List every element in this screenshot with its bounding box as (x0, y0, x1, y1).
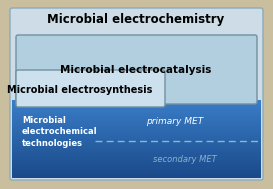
FancyBboxPatch shape (16, 70, 165, 107)
Bar (12, 136, 261, 138)
Bar (12, 161, 261, 162)
Bar (12, 108, 261, 109)
Bar (12, 106, 261, 108)
Bar (12, 147, 261, 148)
Bar (12, 103, 261, 104)
Bar (12, 135, 261, 136)
Bar (12, 168, 261, 169)
Bar (12, 151, 261, 152)
Bar (12, 112, 261, 113)
Bar (12, 116, 261, 117)
Text: primary MET: primary MET (146, 116, 204, 125)
Bar (12, 131, 261, 132)
Bar (12, 127, 261, 129)
Bar (12, 138, 261, 139)
Bar (12, 126, 261, 127)
Text: Microbial electrosynthesis: Microbial electrosynthesis (7, 85, 153, 95)
Bar (12, 148, 261, 149)
Text: Microbial electrocatalysis: Microbial electrocatalysis (60, 65, 212, 75)
Bar (12, 175, 261, 177)
Bar (12, 122, 261, 123)
Bar (12, 140, 261, 142)
Bar (12, 130, 261, 131)
Bar (12, 169, 261, 170)
Bar (12, 113, 261, 114)
Bar (12, 114, 261, 116)
Bar (12, 118, 261, 119)
FancyBboxPatch shape (10, 8, 263, 180)
Text: Microbial electrochemistry: Microbial electrochemistry (48, 13, 225, 26)
Bar (12, 162, 261, 164)
Bar (12, 171, 261, 173)
FancyBboxPatch shape (16, 35, 257, 104)
Bar (12, 152, 261, 153)
Bar (12, 177, 261, 178)
Bar (12, 143, 261, 144)
Bar (12, 166, 261, 168)
Bar (12, 164, 261, 165)
Bar (12, 165, 261, 166)
Bar (12, 155, 261, 156)
Bar (12, 117, 261, 118)
Bar (12, 119, 261, 121)
Bar (12, 104, 261, 105)
Bar (12, 159, 261, 160)
Bar (12, 174, 261, 175)
Bar (12, 101, 261, 103)
Bar (12, 156, 261, 157)
Text: secondary MET: secondary MET (153, 154, 217, 163)
Bar (12, 153, 261, 155)
Bar (12, 149, 261, 151)
Bar (12, 132, 261, 134)
Text: Microbial
electrochemical
technologies: Microbial electrochemical technologies (22, 116, 98, 148)
Bar (12, 157, 261, 159)
Bar (12, 100, 261, 101)
Bar (12, 146, 261, 147)
Bar (12, 170, 261, 171)
Bar (12, 134, 261, 135)
Bar (12, 109, 261, 110)
Bar (12, 142, 261, 143)
Bar (12, 144, 261, 146)
Bar (12, 160, 261, 161)
Bar (12, 129, 261, 130)
Bar (12, 125, 261, 126)
Bar (12, 173, 261, 174)
Bar (12, 105, 261, 106)
Bar (12, 123, 261, 125)
Bar (12, 110, 261, 112)
Bar (12, 121, 261, 122)
Bar (12, 139, 261, 140)
